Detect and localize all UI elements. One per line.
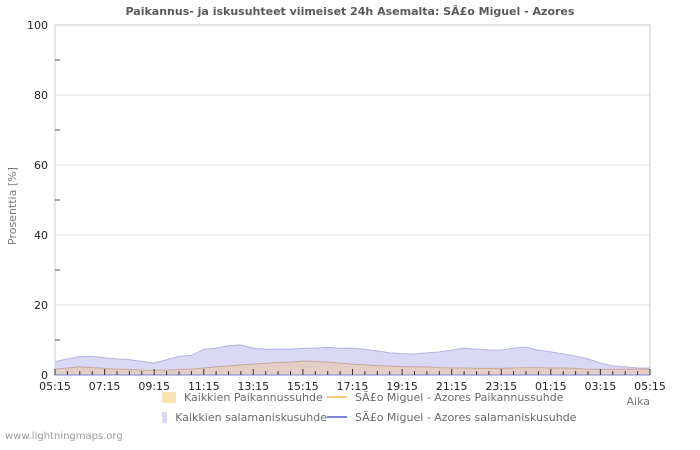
- y-tick-label: 40: [34, 229, 48, 242]
- plot-border: [54, 24, 651, 376]
- legend-line-swatch-orange: [327, 396, 347, 398]
- x-tick-label: 19:15: [386, 380, 418, 393]
- x-tick-label: 23:15: [485, 380, 517, 393]
- area-series-edge: [54, 344, 650, 369]
- legend-label: SÃ£o Miguel - Azores Paikannussuhde: [355, 390, 564, 404]
- legend-item-station-salamaniskusuhde: SÃ£o Miguel - Azores salamaniskusuhde: [327, 411, 576, 424]
- legend-item-all-paikannussuhde: Kaikkien Paikannussuhde: [162, 391, 327, 404]
- y-tick-label: 80: [34, 89, 48, 102]
- y-axis-label: Prosenttia [%]: [6, 167, 19, 245]
- legend-area-swatch-lavender: [162, 411, 168, 423]
- x-tick-label: 01:15: [535, 380, 567, 393]
- legend-area-swatch-tan: [162, 391, 176, 403]
- chart-title: Paikannus- ja iskusuhteet viimeiset 24h …: [125, 5, 575, 18]
- x-tick-label: 09:15: [138, 380, 170, 393]
- x-tick-label: 11:15: [188, 380, 220, 393]
- watermark-link: www.lightningmaps.org: [5, 431, 123, 442]
- x-tick-label: 05:15: [634, 380, 666, 393]
- legend-row-1: Kaikkien Paikannussuhde SÃ£o Miguel - Az…: [162, 390, 563, 404]
- x-tick-label: 21:15: [436, 380, 468, 393]
- legend-item-all-salamaniskusuhde: Kaikkien salamaniskusuhde: [162, 411, 327, 424]
- y-tick-label: 0: [41, 369, 48, 382]
- x-tick-label: 17:15: [337, 380, 369, 393]
- legend-label: Kaikkien salamaniskusuhde: [175, 410, 327, 424]
- y-tick-label: 60: [34, 159, 48, 172]
- x-axis-label: Aika: [626, 395, 651, 408]
- legend-row-2: Kaikkien salamaniskusuhde SÃ£o Miguel - …: [162, 410, 576, 424]
- legend-label: SÃ£o Miguel - Azores salamaniskusuhde: [355, 410, 577, 424]
- y-tick-label: 100: [27, 19, 48, 32]
- y-tick-label: 20: [34, 299, 48, 312]
- x-tick-label: 07:15: [89, 380, 121, 393]
- x-tick-label: 15:15: [287, 380, 319, 393]
- x-tick-label: 03:15: [585, 380, 617, 393]
- legend-label: Kaikkien Paikannussuhde: [184, 390, 323, 404]
- x-tick-label: 13:15: [237, 380, 269, 393]
- area-series: [55, 344, 650, 375]
- x-tick-label: 05:15: [39, 380, 71, 393]
- legend-item-station-paikannussuhde: SÃ£o Miguel - Azores Paikannussuhde: [327, 391, 563, 404]
- legend-line-swatch-blue: [327, 416, 347, 418]
